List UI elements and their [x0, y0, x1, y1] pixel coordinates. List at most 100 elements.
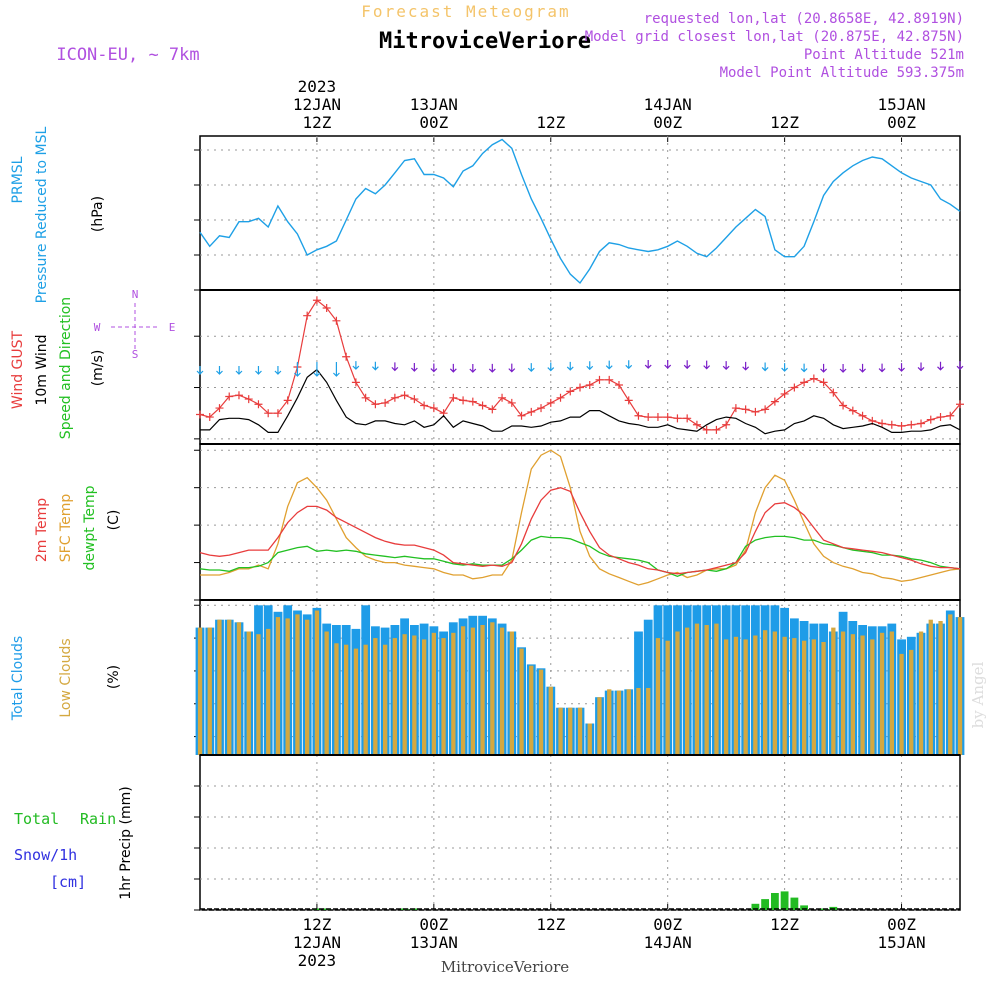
- low-cloud-bar: [256, 634, 261, 755]
- wind-arrow: [839, 364, 847, 373]
- gust-marker: [673, 414, 682, 423]
- rain-bar: [800, 905, 808, 910]
- gust-marker: [488, 405, 497, 414]
- sfc-temp-label: SFC Temp: [58, 494, 74, 563]
- gust-marker: [234, 391, 243, 400]
- gust-marker: [858, 411, 867, 420]
- low-cloud-bar: [704, 625, 709, 755]
- wind-arrow: [703, 360, 711, 370]
- low-cloud-bar: [821, 642, 826, 755]
- low-cloud-bar: [733, 636, 739, 755]
- gust-marker: [878, 419, 887, 428]
- wind-arrow: [820, 363, 828, 373]
- prmsl-line: [199, 138, 961, 285]
- gust-marker: [907, 420, 916, 429]
- low-cloud-bar: [412, 635, 417, 755]
- watermark: by Angel: [969, 661, 987, 728]
- gust-marker: [770, 397, 779, 406]
- wind-arrow: [352, 361, 360, 370]
- low-cloud-bar: [373, 638, 378, 755]
- top-time-label: 12Z: [770, 113, 799, 132]
- wind-line: [200, 368, 961, 435]
- wind-direction-arrows: [196, 360, 964, 377]
- low-cloud-bar: [509, 631, 514, 755]
- low-cloud-bar: [860, 635, 865, 755]
- gust-marker: [790, 383, 799, 392]
- low-cloud-bar: [392, 638, 397, 755]
- bottom-time-label: 00Z: [887, 915, 916, 934]
- low-cloud-bar: [246, 631, 251, 755]
- pressure-panel: PRMSL Pressure Reduced to MSL (hPa): [10, 126, 961, 303]
- gust-marker: [264, 409, 273, 418]
- wind-arrow: [722, 361, 730, 371]
- model-label: ICON-EU, ~ 7km: [56, 45, 199, 65]
- wind-arrow: [664, 360, 672, 369]
- total-cloud-bar: [643, 619, 653, 755]
- gust-marker: [566, 387, 575, 396]
- gust-marker: [244, 395, 253, 404]
- low-cloud-bar: [295, 614, 300, 755]
- low-cloud-bar: [402, 634, 407, 755]
- compass-n: N: [132, 288, 139, 301]
- bottom-time-label: 12Z: [536, 915, 565, 934]
- low-cloud-bar: [529, 665, 534, 755]
- low-cloud-bar: [675, 631, 680, 755]
- snow-label: Snow/1h: [14, 846, 77, 864]
- wind-arrow: [332, 362, 340, 377]
- rain-bar: [751, 903, 760, 910]
- low-cloud-bar: [275, 617, 281, 755]
- low-cloud-bar: [626, 689, 631, 755]
- gust-marker: [303, 311, 312, 320]
- low-cloud-bar: [227, 619, 232, 755]
- gust-marker: [342, 352, 351, 361]
- low-cloud-bar: [499, 627, 505, 755]
- speed-direction-label: Speed and Direction: [58, 297, 74, 439]
- wind-arrow: [605, 360, 613, 370]
- wind-arrow: [216, 366, 223, 375]
- gust-marker: [692, 420, 701, 429]
- gust-marker: [322, 303, 331, 312]
- wind-arrow: [878, 363, 886, 373]
- gust-marker: [644, 413, 653, 422]
- compass-w: W: [94, 321, 101, 334]
- low-cloud-bar: [928, 619, 933, 755]
- bottom-time-label: 2023: [298, 951, 337, 970]
- wind-arrow: [274, 366, 282, 375]
- gust-marker: [410, 395, 419, 404]
- low-cloud-bar: [587, 723, 592, 755]
- gust-marker: [478, 401, 487, 410]
- gust-marker: [946, 411, 955, 420]
- gust-marker: [420, 401, 429, 410]
- gust-marker: [722, 420, 731, 429]
- bottom-time-label: 12Z: [770, 915, 799, 934]
- top-time-label: 13JAN: [410, 95, 458, 114]
- prmsl-label: PRMSL: [10, 156, 26, 203]
- low-clouds-label: Low Clouds: [58, 638, 74, 717]
- gust-marker: [595, 375, 604, 384]
- gust-marker: [254, 400, 263, 409]
- gust-marker: [809, 374, 818, 383]
- wind-arrow: [586, 361, 594, 371]
- pressure-frame: [199, 135, 961, 291]
- top-time-label: 12Z: [536, 113, 565, 132]
- rain-bar: [780, 891, 789, 910]
- wind-arrow: [196, 366, 204, 375]
- low-cloud-bar: [383, 644, 388, 755]
- low-cloud-bar: [646, 688, 651, 755]
- low-cloud-bar: [207, 627, 212, 755]
- gust-marker: [381, 398, 390, 407]
- gust-marker: [517, 411, 526, 420]
- wind-arrow: [956, 361, 964, 371]
- top-time-label: 00Z: [653, 113, 682, 132]
- gust-marker: [390, 393, 399, 402]
- gust-marker: [761, 405, 770, 414]
- low-cloud-bar: [431, 632, 436, 755]
- gust-marker: [624, 396, 633, 405]
- low-cloud-bar: [918, 631, 924, 755]
- temp-frame: [199, 443, 961, 601]
- gust-marker: [507, 398, 516, 407]
- gust-marker: [449, 393, 458, 402]
- gust-marker: [546, 398, 555, 407]
